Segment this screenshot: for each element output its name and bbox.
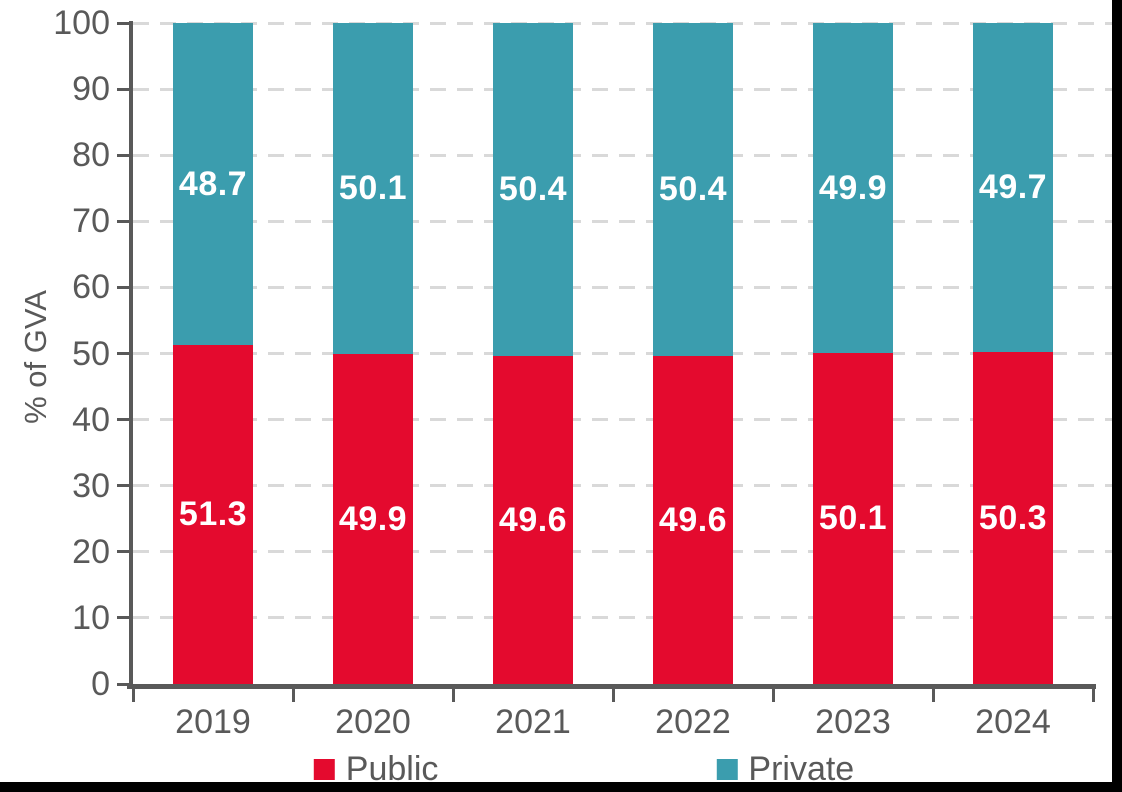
bar-label-2019-private: 48.7 [178,164,248,203]
x-axis-tick [131,689,135,702]
bar-label-2024-public: 50.3 [978,498,1048,537]
y-axis-tick-label: 60 [72,268,110,307]
y-axis-tick-label: 50 [72,334,110,373]
y-axis-tick [117,285,130,289]
bar-label-2022-public: 49.6 [658,500,728,539]
y-axis-tick-label: 40 [72,400,110,439]
frame-border-right [1112,0,1122,792]
bar-2023-public: 50.1 [813,353,893,684]
y-axis-tick-label: 80 [72,136,110,175]
y-axis-tick-label: 20 [72,532,110,571]
bar-2019-public: 51.3 [173,345,253,684]
bar-label-2020-private: 50.1 [338,169,408,207]
bar-label-2019-public: 51.3 [178,495,248,533]
bar-2021-private: 50.4 [493,23,573,356]
bar-2022-public: 49.6 [653,356,733,684]
y-axis-tick-label: 100 [53,4,110,42]
legend-item-private: Private [716,752,854,786]
bar-2019-private: 48.7 [173,23,253,345]
y-axis-line [129,21,133,689]
bar-label-2020-public: 49.9 [338,499,408,538]
bar-2021-public: 49.6 [493,356,573,684]
gridline [133,550,1112,554]
y-axis-tick [117,418,130,422]
gridline [133,219,1112,223]
gridline [133,153,1112,157]
y-axis-tick [117,682,130,686]
x-axis-tick [931,689,935,702]
gridline [133,418,1112,422]
bar-2024-private: 49.7 [973,23,1053,352]
x-axis-label-2024: 2024 [975,703,1051,741]
legend-swatch-public [313,758,335,780]
x-axis-tick [771,689,775,702]
gridline [133,21,1112,25]
y-axis-tick [117,219,130,223]
legend-swatch-private [716,758,738,780]
x-axis-tick [451,689,455,702]
bar-label-2021-public: 49.6 [498,500,568,539]
legend: Public Private [313,750,854,788]
x-axis-label-2022: 2022 [655,703,731,741]
bar-label-2023-public: 50.1 [818,499,888,537]
x-axis-label-2019: 2019 [175,703,251,741]
gridline [133,484,1112,488]
bar-2020-private: 50.1 [333,23,413,354]
bar-2022-private: 50.4 [653,23,733,356]
x-axis-line [127,684,1096,689]
bar-2024-public: 50.3 [973,352,1053,684]
y-axis-tick [117,484,130,488]
bar-2023-private: 49.9 [813,23,893,353]
y-axis-tick-label: 90 [72,70,110,109]
x-axis-tick [291,689,295,702]
y-axis-tick [117,87,130,91]
x-axis-tick [611,689,615,702]
bar-label-2024-private: 49.7 [978,168,1048,206]
y-axis-tick [117,352,130,355]
y-axis-tick [117,616,130,620]
legend-item-public: Public [313,750,439,788]
x-axis-label-2023: 2023 [815,703,891,741]
y-axis-tick-label: 10 [72,598,110,637]
bar-label-2021-private: 50.4 [498,170,568,208]
gridline [133,285,1112,289]
y-axis-tick-label: 0 [91,665,110,703]
legend-label-private: Private [748,750,855,788]
bar-2020-public: 49.9 [333,354,413,684]
y-axis-tick-label: 70 [72,202,110,241]
x-axis-tick [1091,689,1095,702]
y-axis-tick [117,21,130,25]
x-axis-label-2020: 2020 [335,703,411,741]
gridline [133,87,1112,91]
gridline [133,352,1112,355]
bar-label-2023-private: 49.9 [818,168,888,207]
x-axis-label-2021: 2021 [495,703,571,741]
y-axis-tick [117,550,130,554]
y-axis-tick-label: 30 [72,466,110,505]
frame-border-bottom [0,782,1122,792]
bar-label-2022-private: 50.4 [658,170,728,208]
y-axis-tick [117,153,130,157]
legend-label-public: Public [345,750,439,788]
gridline [133,616,1112,620]
